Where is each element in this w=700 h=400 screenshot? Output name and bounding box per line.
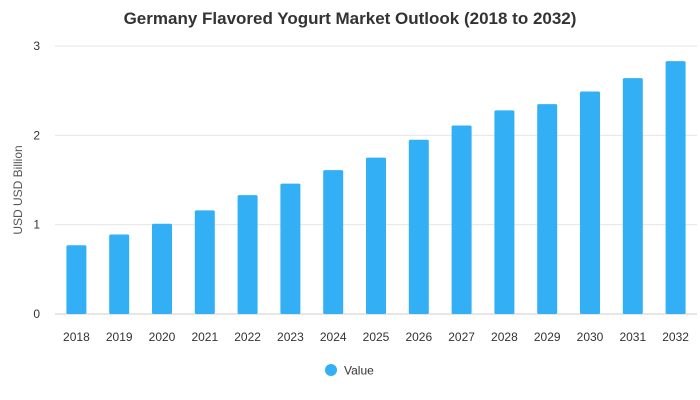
x-tick-label: 2023	[277, 330, 304, 344]
y-tick-label: 3	[33, 39, 40, 53]
y-tick-label: 2	[33, 128, 40, 142]
bar-2025[interactable]	[366, 157, 386, 314]
x-tick-label: 2021	[191, 330, 218, 344]
x-tick-label: 2019	[106, 330, 133, 344]
legend[interactable]: Value	[325, 364, 374, 378]
y-axis-ticks: 0 1 2 3	[33, 39, 40, 321]
bars	[66, 61, 686, 314]
y-axis-label: USD USD Billion	[11, 145, 25, 234]
x-tick-label: 2024	[320, 330, 347, 344]
x-tick-label: 2032	[662, 330, 689, 344]
bar-2021[interactable]	[194, 210, 215, 314]
bar-2024[interactable]	[323, 170, 344, 314]
x-tick-label: 2025	[363, 330, 390, 344]
bar-2019[interactable]	[109, 234, 130, 314]
x-tick-label: 2018	[63, 330, 90, 344]
legend-marker-icon	[325, 364, 337, 376]
bar-2023[interactable]	[280, 183, 301, 314]
bar-2022[interactable]	[237, 195, 258, 314]
bar-2026[interactable]	[408, 139, 429, 314]
bar-2031[interactable]	[622, 78, 643, 314]
y-tick-label: 0	[33, 307, 40, 321]
bar-2030[interactable]	[580, 91, 600, 314]
x-tick-label: 2026	[405, 330, 432, 344]
bar-2028[interactable]	[494, 110, 515, 314]
x-tick-label: 2030	[577, 330, 604, 344]
x-axis-ticks: 2018 2019 2020 2021 2022 2023 2024 2025 2026 2027…	[63, 330, 689, 344]
x-tick-label: 2020	[149, 330, 176, 344]
bar-2020[interactable]	[152, 223, 172, 314]
x-tick-label: 2028	[491, 330, 518, 344]
bar-2027[interactable]	[451, 125, 472, 314]
x-tick-label: 2022	[234, 330, 261, 344]
bar-2029[interactable]	[537, 104, 558, 314]
x-tick-label: 2027	[448, 330, 475, 344]
bar-2018[interactable]	[66, 245, 87, 314]
x-tick-label: 2029	[534, 330, 561, 344]
x-tick-label: 2031	[619, 330, 646, 344]
y-tick-label: 1	[33, 218, 40, 232]
chart-title: Germany Flavored Yogurt Market Outlook (…	[124, 9, 577, 28]
legend-label: Value	[344, 364, 374, 378]
bar-2032[interactable]	[665, 61, 686, 314]
